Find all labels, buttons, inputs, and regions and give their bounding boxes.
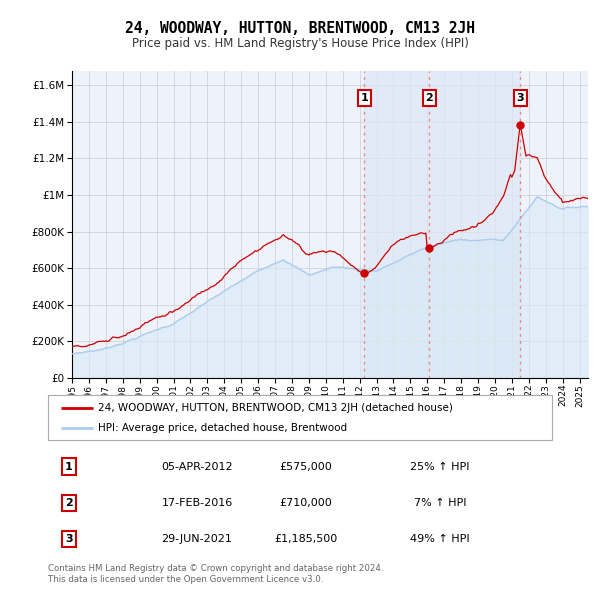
- Text: 2: 2: [65, 498, 73, 508]
- Text: 17-FEB-2016: 17-FEB-2016: [161, 498, 233, 508]
- Text: £1,185,500: £1,185,500: [274, 535, 338, 545]
- Text: Contains HM Land Registry data © Crown copyright and database right 2024.: Contains HM Land Registry data © Crown c…: [48, 563, 383, 572]
- Text: 24, WOODWAY, HUTTON, BRENTWOOD, CM13 2JH: 24, WOODWAY, HUTTON, BRENTWOOD, CM13 2JH: [125, 21, 475, 35]
- Text: 25% ↑ HPI: 25% ↑ HPI: [410, 461, 470, 471]
- Text: 05-APR-2012: 05-APR-2012: [161, 461, 233, 471]
- Text: Price paid vs. HM Land Registry's House Price Index (HPI): Price paid vs. HM Land Registry's House …: [131, 37, 469, 50]
- Text: 49% ↑ HPI: 49% ↑ HPI: [410, 535, 470, 545]
- Text: 1: 1: [65, 461, 73, 471]
- Text: 3: 3: [517, 93, 524, 103]
- Text: This data is licensed under the Open Government Licence v3.0.: This data is licensed under the Open Gov…: [48, 575, 323, 584]
- Text: 3: 3: [65, 535, 73, 545]
- Text: 29-JUN-2021: 29-JUN-2021: [161, 535, 232, 545]
- Text: 24, WOODWAY, HUTTON, BRENTWOOD, CM13 2JH (detached house): 24, WOODWAY, HUTTON, BRENTWOOD, CM13 2JH…: [98, 403, 453, 412]
- Text: HPI: Average price, detached house, Brentwood: HPI: Average price, detached house, Bren…: [98, 424, 347, 434]
- Text: £575,000: £575,000: [280, 461, 332, 471]
- Text: 1: 1: [360, 93, 368, 103]
- FancyBboxPatch shape: [48, 395, 552, 440]
- Text: £710,000: £710,000: [280, 498, 332, 508]
- Text: 2: 2: [425, 93, 433, 103]
- Text: 7% ↑ HPI: 7% ↑ HPI: [414, 498, 466, 508]
- Bar: [364, 71, 520, 378]
